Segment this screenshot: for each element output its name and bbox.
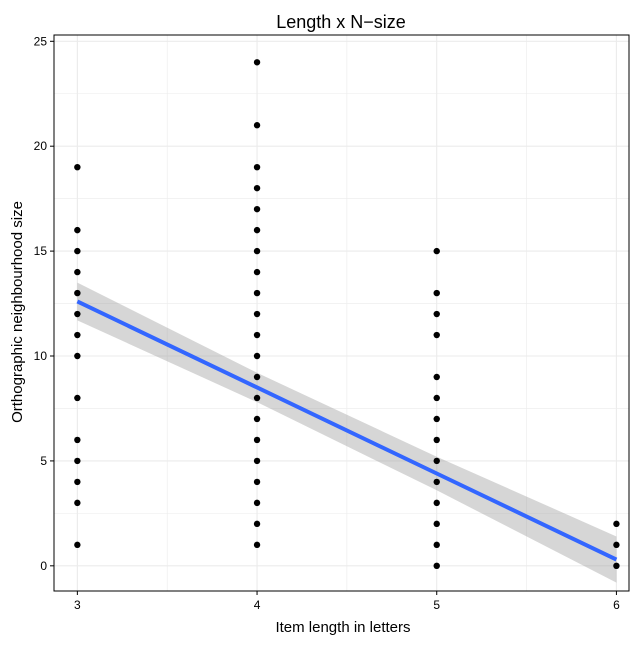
- data-point: [433, 394, 440, 402]
- data-point: [613, 541, 620, 549]
- data-point: [253, 59, 261, 66]
- data-point: [253, 415, 261, 423]
- x-tick-label: 4: [254, 598, 261, 612]
- data-point: [253, 289, 261, 297]
- data-point: [74, 457, 81, 465]
- data-point: [253, 122, 261, 129]
- fit-line: [76, 299, 618, 562]
- panel-border: [53, 34, 630, 592]
- data-point: [74, 541, 81, 549]
- data-point: [433, 373, 440, 381]
- y-axis-ticks: 0 5 10 15 20 25: [34, 34, 54, 573]
- data-point: [433, 415, 440, 423]
- x-tick-label: 3: [74, 598, 81, 612]
- data-point: [74, 478, 81, 486]
- data-point: [253, 394, 261, 402]
- data-point: [253, 184, 261, 192]
- data-point: [433, 310, 440, 318]
- data-point: [613, 520, 620, 528]
- data-point: [74, 499, 81, 507]
- grid-lines: [54, 35, 629, 591]
- data-point: [433, 541, 440, 549]
- data-point: [433, 331, 440, 339]
- data-point: [433, 562, 440, 570]
- data-point: [253, 352, 261, 360]
- y-tick-label: 5: [40, 454, 47, 468]
- data-point: [253, 226, 261, 234]
- data-point: [253, 499, 261, 507]
- data-point: [253, 205, 261, 213]
- data-point: [74, 331, 81, 339]
- y-tick-label: 25: [34, 34, 48, 48]
- data-point: [253, 520, 261, 528]
- data-point: [74, 310, 81, 318]
- data-point: [253, 541, 261, 549]
- y-axis-label: Orthographic neighbourhood size: [9, 201, 26, 423]
- x-tick-label: 6: [613, 598, 620, 612]
- data-point: [253, 373, 261, 381]
- data-point: [433, 499, 440, 507]
- data-point: [613, 562, 620, 570]
- y-tick-label: 10: [34, 349, 48, 363]
- data-point: [253, 247, 261, 255]
- y-tick-label: 15: [34, 244, 48, 258]
- data-point: [253, 331, 261, 339]
- data-point: [253, 163, 261, 171]
- data-point: [74, 163, 81, 171]
- data-point: [433, 457, 440, 465]
- data-point: [433, 247, 440, 255]
- data-point: [74, 268, 81, 276]
- data-point: [74, 226, 81, 234]
- data-point: [433, 289, 440, 297]
- data-point: [74, 436, 81, 444]
- data-point: [433, 478, 440, 486]
- data-point: [74, 289, 81, 297]
- y-tick-label: 0: [40, 559, 47, 573]
- data-point: [74, 247, 81, 255]
- data-point: [433, 520, 440, 528]
- data-points: [74, 59, 620, 570]
- x-axis-ticks: 3 4 5 6: [74, 591, 620, 612]
- data-point: [253, 457, 261, 465]
- chart-title: Length x N−size: [276, 12, 406, 32]
- x-tick-label: 5: [433, 598, 440, 612]
- fit-line-group: [76, 299, 618, 562]
- x-axis-label: Item length in letters: [275, 619, 410, 636]
- data-point: [253, 478, 261, 486]
- data-point: [253, 268, 261, 276]
- data-point: [74, 394, 81, 402]
- data-point: [253, 310, 261, 318]
- y-tick-label: 20: [34, 139, 48, 153]
- data-point: [253, 436, 261, 444]
- data-point: [74, 352, 81, 360]
- data-point: [433, 436, 440, 444]
